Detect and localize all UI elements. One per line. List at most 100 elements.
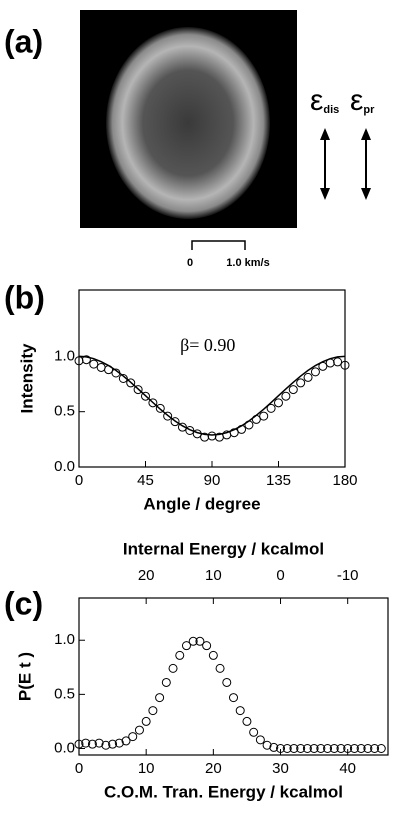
point bbox=[134, 725, 144, 735]
scale-start: 0 bbox=[187, 257, 193, 269]
point bbox=[303, 372, 313, 382]
point bbox=[363, 744, 373, 754]
point bbox=[329, 744, 339, 754]
x2-tick-label: 20 bbox=[138, 567, 155, 584]
point bbox=[163, 411, 173, 421]
point bbox=[148, 706, 158, 716]
panel-label: (a) bbox=[4, 23, 43, 59]
x-axis-title: C.O.M. Tran. Energy / kcalmol bbox=[104, 782, 343, 801]
subscript: pr bbox=[363, 104, 375, 116]
point bbox=[195, 636, 205, 646]
point bbox=[108, 739, 118, 749]
point bbox=[89, 359, 99, 369]
point bbox=[336, 744, 346, 754]
x-tick-label: 90 bbox=[204, 472, 221, 489]
y-tick-label: 0.5 bbox=[54, 685, 75, 702]
point bbox=[114, 738, 124, 748]
point bbox=[302, 744, 312, 754]
point bbox=[323, 744, 333, 754]
point bbox=[141, 391, 150, 401]
x-axis-title: Angle / degree bbox=[143, 494, 260, 513]
y-axis-title: Intensity bbox=[17, 343, 36, 413]
point bbox=[96, 362, 106, 372]
point bbox=[309, 744, 319, 754]
polarization-dis: εdis bbox=[310, 84, 339, 117]
point bbox=[215, 663, 225, 673]
x-tick-label: 10 bbox=[138, 760, 155, 777]
point bbox=[276, 744, 286, 754]
x2-tick-label: -10 bbox=[337, 567, 359, 584]
point bbox=[188, 636, 198, 646]
point bbox=[281, 391, 291, 401]
image-ring bbox=[106, 27, 270, 219]
point bbox=[155, 693, 165, 703]
x2-tick-label: 0 bbox=[276, 567, 284, 584]
x2-tick-label: 10 bbox=[205, 567, 222, 584]
point bbox=[229, 693, 238, 703]
point bbox=[128, 732, 138, 742]
point bbox=[94, 738, 104, 748]
point bbox=[340, 360, 350, 370]
y-axis-title: P(E t ) bbox=[15, 652, 34, 701]
point bbox=[181, 641, 191, 651]
point bbox=[349, 744, 359, 754]
point bbox=[133, 385, 143, 395]
panel-label: (c) bbox=[4, 585, 43, 621]
point bbox=[155, 403, 165, 413]
y-tick-label: 0.5 bbox=[54, 403, 75, 420]
fit-line bbox=[78, 355, 346, 436]
y-tick-label: 0.0 bbox=[54, 458, 75, 475]
y-tick-label: 0.0 bbox=[54, 739, 75, 756]
point bbox=[101, 740, 111, 750]
point bbox=[310, 367, 320, 377]
point bbox=[288, 385, 298, 395]
point bbox=[148, 398, 158, 408]
point bbox=[259, 411, 269, 421]
point bbox=[208, 650, 218, 660]
point bbox=[296, 378, 306, 388]
arrows bbox=[320, 128, 371, 200]
point bbox=[222, 677, 232, 687]
point bbox=[126, 378, 136, 388]
subscript: dis bbox=[323, 104, 339, 116]
point bbox=[376, 744, 386, 754]
point bbox=[274, 398, 283, 408]
point bbox=[242, 716, 252, 726]
point bbox=[316, 744, 326, 754]
point bbox=[161, 677, 171, 687]
point bbox=[269, 742, 279, 752]
scale-end: 1.0 km/s bbox=[226, 257, 269, 269]
point bbox=[202, 641, 212, 651]
point bbox=[343, 744, 353, 754]
point bbox=[282, 744, 292, 754]
x-tick-label: 30 bbox=[272, 760, 289, 777]
point bbox=[168, 663, 178, 673]
plot-frame bbox=[78, 597, 389, 756]
point bbox=[255, 735, 265, 745]
point bbox=[81, 738, 91, 748]
panel-label: (b) bbox=[4, 279, 45, 315]
x-tick-label: 0 bbox=[75, 472, 83, 489]
point bbox=[370, 744, 380, 754]
point bbox=[266, 403, 276, 413]
x-tick-label: 20 bbox=[205, 760, 222, 777]
y-tick-label: 1.0 bbox=[54, 347, 75, 364]
symbol: ε bbox=[350, 84, 363, 117]
x-tick-label: 0 bbox=[75, 760, 83, 777]
x-tick-label: 45 bbox=[137, 472, 154, 489]
scale-bar bbox=[191, 240, 246, 250]
symbol: ε bbox=[310, 84, 323, 117]
point bbox=[200, 432, 210, 442]
x2-axis-title: Internal Energy / kcalmol bbox=[123, 539, 324, 558]
point bbox=[249, 727, 259, 737]
annotation: β= 0.90 bbox=[180, 335, 235, 355]
x-tick-label: 135 bbox=[266, 472, 291, 489]
point bbox=[141, 716, 151, 726]
point bbox=[74, 739, 84, 749]
point bbox=[207, 431, 217, 441]
x-tick-label: 40 bbox=[339, 760, 356, 777]
point bbox=[87, 739, 97, 749]
point bbox=[81, 355, 91, 365]
point bbox=[229, 428, 239, 438]
